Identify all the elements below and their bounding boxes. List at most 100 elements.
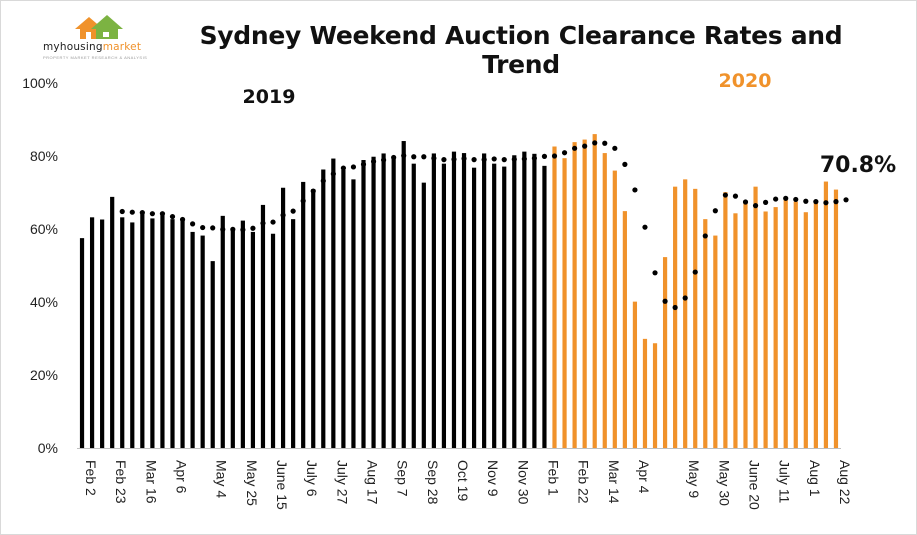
trend-point <box>320 178 326 184</box>
trend-point <box>250 225 256 231</box>
y-tick-label: 0% <box>38 440 58 456</box>
trend-point <box>622 161 628 167</box>
bar-2019 <box>220 215 225 448</box>
trend-point <box>340 165 346 171</box>
bar-2019 <box>411 163 416 449</box>
bar-2020 <box>743 202 748 448</box>
bar-2020 <box>592 134 597 448</box>
bar-2020 <box>673 186 678 448</box>
bar-2019 <box>291 219 296 448</box>
bar-2019 <box>250 231 256 448</box>
latest-value-annotation: 70.8% <box>820 153 896 178</box>
x-tick-label: May 25 <box>244 460 260 506</box>
bar-2019 <box>79 238 85 448</box>
x-tick-label: Feb 1 <box>545 460 561 496</box>
bar-2019 <box>351 179 356 449</box>
y-tick-label: 20% <box>30 367 58 383</box>
trend-point <box>612 145 618 151</box>
x-tick-label: Aug 1 <box>807 460 823 497</box>
bar-2019 <box>190 231 195 448</box>
trend-point <box>360 161 367 167</box>
bar-2020 <box>632 301 638 448</box>
bar-2020 <box>703 219 708 448</box>
trend-point <box>179 216 186 223</box>
trend-point <box>722 192 728 198</box>
trend-point <box>752 203 759 209</box>
bar-2020 <box>713 235 718 448</box>
trend-point <box>682 295 688 301</box>
bar-2019 <box>270 233 276 448</box>
trend-point <box>843 197 849 203</box>
bar-2020 <box>572 142 577 448</box>
bar-2020 <box>693 188 698 448</box>
bar-2019 <box>240 220 245 448</box>
trend-point <box>793 196 799 203</box>
x-tick-label: Mar 14 <box>606 460 622 504</box>
bar-2020 <box>803 212 808 448</box>
x-tick-label: Feb 2 <box>83 460 99 496</box>
trend-point <box>763 199 769 205</box>
bar-2020 <box>723 192 728 448</box>
x-tick-label: Feb 22 <box>576 460 592 504</box>
trend-point <box>230 226 236 232</box>
bar-2019 <box>230 230 235 448</box>
bar-2019 <box>341 169 346 448</box>
x-tick-label: June 15 <box>274 460 290 510</box>
x-tick-label: July 6 <box>304 460 320 497</box>
bar-2020 <box>652 343 658 448</box>
bar-2019 <box>421 182 426 448</box>
bar-2019 <box>180 220 185 448</box>
bar-2020 <box>833 189 839 448</box>
x-tick-label: May 30 <box>716 460 732 506</box>
bar-2019 <box>200 235 205 448</box>
x-tick-label: Nov 9 <box>485 460 501 497</box>
y-tick-label: 100% <box>22 75 58 91</box>
trend-point <box>742 199 749 205</box>
bar-2020 <box>733 213 738 448</box>
bar-2020 <box>552 146 557 448</box>
x-tick-label: July 27 <box>334 460 350 505</box>
bar-2019 <box>150 218 155 448</box>
bar-2019 <box>391 158 396 449</box>
bar-2019 <box>492 163 497 449</box>
y-tick-label: 40% <box>30 294 58 310</box>
trend-point <box>401 153 407 159</box>
bar-2019 <box>512 155 517 448</box>
trend-point <box>823 200 829 206</box>
bar-2020 <box>773 207 778 448</box>
x-tick-label: Aug 17 <box>365 460 381 505</box>
x-tick-label: Oct 19 <box>455 460 471 501</box>
x-tick-label: Sep 28 <box>425 460 441 505</box>
x-tick-label: Mar 16 <box>143 460 159 504</box>
trend-point <box>350 164 357 170</box>
trend-point <box>411 154 417 160</box>
trend-point <box>431 155 437 161</box>
x-tick-label: May 4 <box>214 460 230 498</box>
bar-2019 <box>120 217 125 448</box>
trend-point <box>642 224 648 230</box>
trend-point <box>702 233 708 239</box>
trend-point <box>149 211 155 217</box>
bar-2019 <box>381 153 386 448</box>
bar-2019 <box>431 153 436 448</box>
year-label-2020: 2020 <box>719 70 772 92</box>
trend-point <box>582 143 588 149</box>
trend-point <box>391 154 397 161</box>
trend-point <box>632 187 638 193</box>
trend-point <box>833 199 839 205</box>
trend-point <box>501 157 507 163</box>
bar-2020 <box>582 139 587 448</box>
bar-2019 <box>130 222 135 448</box>
x-tick-label: May 9 <box>686 460 702 498</box>
bar-2020 <box>783 199 788 448</box>
trend-point <box>471 157 477 163</box>
x-tick-label: Aug 22 <box>837 460 853 505</box>
bar-2019 <box>502 166 507 448</box>
bar-2020 <box>763 211 768 448</box>
trend-point <box>381 157 387 163</box>
trend-point <box>190 221 196 227</box>
bar-2020 <box>823 181 829 449</box>
bar-2020 <box>753 186 758 448</box>
